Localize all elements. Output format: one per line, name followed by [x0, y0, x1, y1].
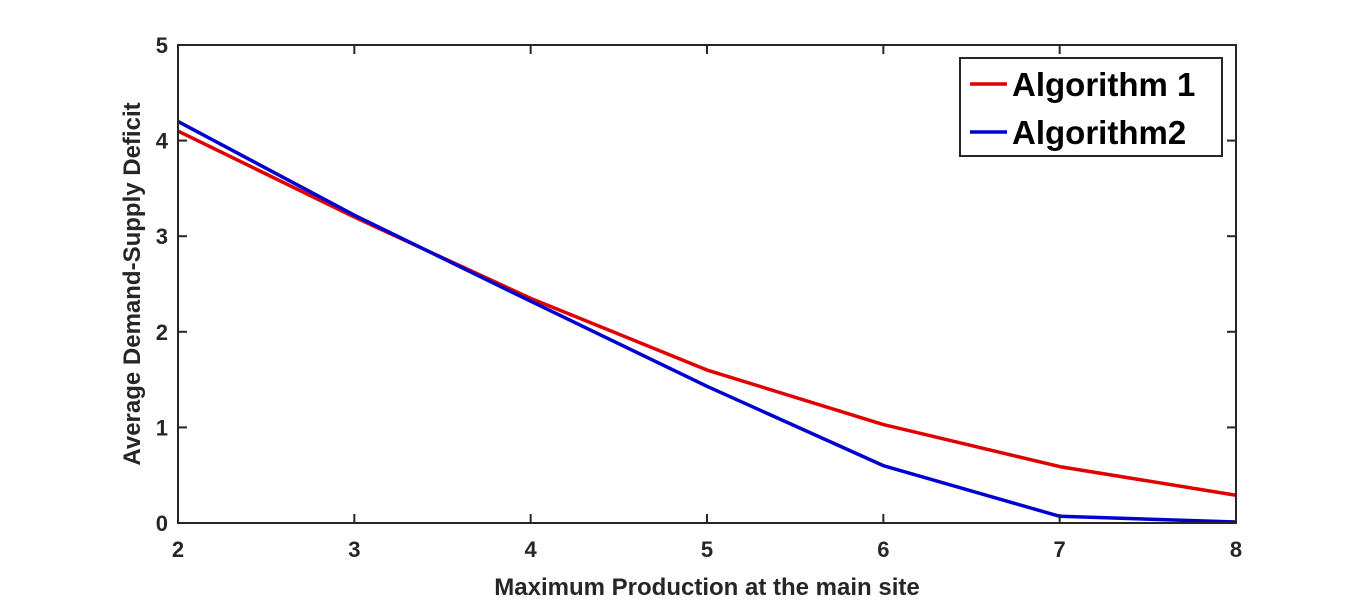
data-point-series-2 [706, 385, 708, 387]
x-axis-label: Maximum Production at the main site [494, 574, 919, 601]
axis-ticks [177, 44, 1237, 524]
legend-label-2: Algorithm2 [1012, 114, 1186, 151]
y-axis-label: Average Demand-Supply Deficit [119, 102, 146, 465]
legend-box [959, 57, 1223, 157]
data-point-series-1 [706, 369, 708, 371]
x-tick-label: 3 [348, 537, 360, 562]
data-point-series-2 [353, 214, 355, 216]
y-tick-label: 2 [156, 320, 168, 345]
series-line-2 [177, 119, 1237, 524]
data-point-series-1 [1059, 466, 1061, 468]
y-tick-label: 0 [156, 511, 168, 536]
y-tick-label: 3 [156, 224, 168, 249]
y-tick-label: 5 [156, 33, 168, 58]
data-point-series-1 [882, 424, 884, 426]
plot-series-layer [177, 119, 1237, 524]
x-tick-label: 4 [525, 537, 538, 562]
x-tick-label: 8 [1230, 537, 1242, 562]
data-point-series-2 [530, 300, 532, 302]
x-tick-label: 5 [701, 537, 713, 562]
legend: Algorithm 1 Algorithm2 [959, 57, 1223, 157]
x-tick-label: 6 [877, 537, 889, 562]
series-line-1 [177, 129, 1237, 498]
y-tick-label: 1 [156, 415, 168, 440]
data-point-series-1 [530, 297, 532, 299]
tick-labels: 2 3 4 5 6 7 8 0 1 2 3 4 5 [156, 33, 1242, 562]
data-point-series-2 [882, 465, 884, 467]
x-tick-label: 7 [1054, 537, 1066, 562]
y-tick-label: 4 [156, 129, 169, 154]
legend-items: Algorithm 1 Algorithm2 [970, 66, 1195, 151]
legend-label-1: Algorithm 1 [1012, 66, 1195, 103]
x-tick-label: 2 [172, 537, 184, 562]
